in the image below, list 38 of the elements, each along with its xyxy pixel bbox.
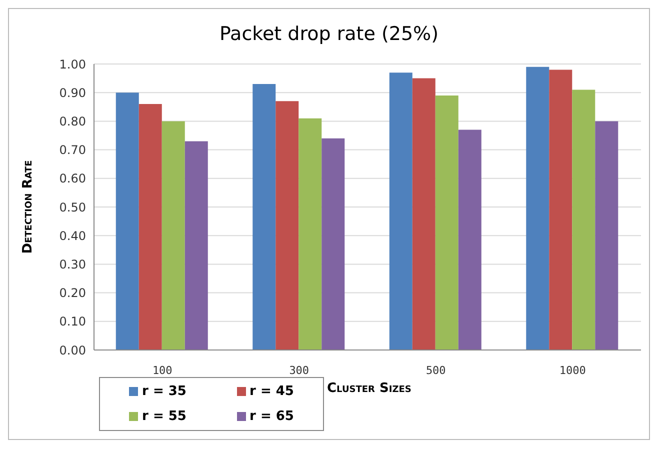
bar [322, 138, 345, 350]
x-tick-label: 300 [289, 364, 310, 377]
bar [252, 84, 276, 350]
y-axis-title: Detection Rate [20, 160, 36, 254]
chart-title: Packet drop rate (25%) [218, 23, 440, 45]
x-axis-title: Cluster Sizes [327, 381, 412, 396]
bar [138, 104, 162, 350]
bar [116, 92, 139, 350]
bar [549, 70, 572, 350]
bar [458, 130, 482, 350]
y-tick-label: 0.10 [59, 314, 86, 329]
legend-label: r = 45 [250, 384, 294, 399]
bar [276, 101, 299, 350]
y-tick-label: 0.30 [59, 257, 86, 272]
x-tick-label: 500 [426, 364, 446, 377]
bar [298, 118, 322, 350]
legend-label: r = 55 [142, 409, 186, 424]
bar [184, 141, 208, 350]
bar [572, 90, 596, 350]
bar [435, 95, 458, 350]
y-tick-label: 0.00 [59, 343, 86, 358]
y-tick-label: 0.40 [59, 228, 86, 243]
x-tick-label: 100 [152, 364, 172, 377]
bar [595, 121, 618, 350]
y-tick-label: 0.60 [59, 172, 86, 186]
legend-label: r = 35 [142, 384, 186, 399]
bar [412, 78, 436, 350]
x-tick-label: 1000 [559, 364, 586, 377]
legend-label: r = 65 [250, 409, 294, 424]
bar [389, 72, 412, 350]
y-tick-label: 0.80 [59, 114, 86, 128]
y-tick-label: 1.00 [59, 57, 86, 72]
bar [162, 121, 185, 350]
bar [526, 66, 550, 350]
y-tick-label: 0.90 [59, 86, 86, 100]
y-tick-label: 0.50 [59, 200, 86, 214]
y-tick-label: 0.70 [59, 143, 86, 158]
y-tick-label: 0.20 [59, 286, 86, 300]
